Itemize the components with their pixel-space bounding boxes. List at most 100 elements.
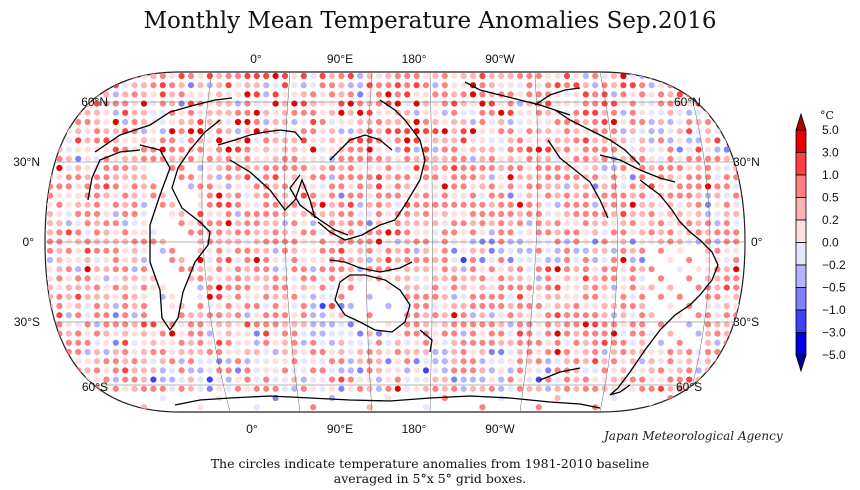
anomaly-dot xyxy=(441,330,448,337)
anomaly-dot xyxy=(573,128,580,135)
anomaly-dot xyxy=(573,183,580,190)
anomaly-dot xyxy=(451,128,458,135)
anomaly-dot xyxy=(422,137,430,144)
anomaly-dot xyxy=(150,229,157,236)
anomaly-dot xyxy=(244,330,251,337)
anomaly-dot xyxy=(310,312,317,319)
anomaly-dot xyxy=(648,137,655,144)
anomaly-dot xyxy=(413,201,420,208)
anomaly-dot xyxy=(404,164,411,172)
anomaly-dot xyxy=(300,321,307,328)
anomaly-dot xyxy=(432,312,439,319)
anomaly-dot xyxy=(639,256,646,264)
anomaly-dot xyxy=(65,210,72,218)
anomaly-dot xyxy=(206,247,213,254)
anomaly-dot xyxy=(112,284,119,291)
anomaly-dot xyxy=(84,183,91,190)
anomaly-dot xyxy=(526,137,533,144)
anomaly-dot xyxy=(422,256,430,264)
anomaly-dot xyxy=(394,155,401,162)
anomaly-dot xyxy=(328,137,336,144)
anomaly-dot xyxy=(620,238,627,245)
anomaly-dot xyxy=(554,339,561,346)
anomaly-dot xyxy=(225,229,232,236)
anomaly-dot xyxy=(328,266,336,273)
anomaly-dot xyxy=(310,109,317,116)
anomaly-dot xyxy=(526,183,533,190)
anomaly-dot xyxy=(347,330,354,337)
anomaly-dot xyxy=(676,220,683,227)
anomaly-dot xyxy=(319,321,326,328)
anomaly-dot xyxy=(357,174,364,181)
anomaly-dot xyxy=(338,146,345,153)
anomaly-dot xyxy=(65,247,72,254)
anomaly-dot xyxy=(272,339,279,346)
anomaly-dot xyxy=(291,82,298,89)
anomaly-dot xyxy=(131,339,138,346)
anomaly-dot xyxy=(103,118,110,126)
anomaly-dot xyxy=(300,247,307,254)
anomaly-dot xyxy=(169,137,176,144)
anomaly-dot xyxy=(582,330,589,337)
anomaly-dot xyxy=(300,256,307,264)
anomaly-dot xyxy=(413,284,420,291)
anomaly-dot xyxy=(197,91,204,98)
anomaly-dot xyxy=(178,91,185,98)
anomaly-dot xyxy=(413,275,420,282)
anomaly-dot xyxy=(385,339,392,346)
anomaly-dot xyxy=(488,330,495,337)
anomaly-dot xyxy=(225,302,232,310)
anomaly-dot xyxy=(526,174,533,181)
anomaly-dot xyxy=(159,284,166,291)
anomaly-dot xyxy=(535,339,542,346)
anomaly-dot xyxy=(178,72,185,80)
anomaly-dot xyxy=(291,109,298,116)
anomaly-dot xyxy=(488,164,495,172)
anomaly-dot xyxy=(310,72,317,80)
anomaly-dot xyxy=(225,256,232,264)
anomaly-dot xyxy=(573,82,580,89)
anomaly-dot xyxy=(375,118,383,126)
anomaly-dot xyxy=(422,118,430,126)
anomaly-dot xyxy=(225,192,232,199)
anomaly-dot xyxy=(272,118,279,126)
anomaly-dot xyxy=(516,183,524,190)
anomaly-dot xyxy=(84,266,91,273)
anomaly-dot xyxy=(479,164,486,172)
anomaly-dot xyxy=(526,82,533,89)
anomaly-dot xyxy=(507,302,514,310)
anomaly-dot xyxy=(667,192,674,199)
anomaly-dot xyxy=(460,146,467,153)
anomaly-dot xyxy=(686,229,693,236)
anomaly-dot xyxy=(451,155,458,162)
anomaly-dot xyxy=(291,229,298,236)
anomaly-dot xyxy=(526,256,533,264)
anomaly-dot xyxy=(629,118,636,126)
anomaly-dot xyxy=(169,247,176,254)
anomaly-dot xyxy=(216,247,223,254)
anomaly-dot xyxy=(263,192,270,199)
anomaly-dot xyxy=(216,312,223,319)
footnote-line-1: The circles indicate temperature anomali… xyxy=(210,456,650,471)
anomaly-dot xyxy=(714,275,721,282)
anomaly-dot xyxy=(413,210,420,218)
anomaly-dot xyxy=(676,201,683,208)
anomaly-dot xyxy=(394,256,401,264)
anomaly-dot xyxy=(451,201,458,208)
anomaly-dot xyxy=(582,220,589,227)
anomaly-dot xyxy=(65,220,72,227)
anomaly-dot xyxy=(46,210,54,218)
anomaly-dot xyxy=(122,201,129,208)
anomaly-dot xyxy=(469,118,477,126)
anomaly-dot xyxy=(75,137,82,144)
anomaly-dot xyxy=(469,109,477,116)
anomaly-dot xyxy=(479,266,486,273)
anomaly-dot xyxy=(648,312,655,319)
anomaly-dot xyxy=(263,247,270,254)
anomaly-dot xyxy=(281,266,289,273)
anomaly-dot xyxy=(526,210,533,218)
anomaly-dot xyxy=(451,266,458,273)
anomaly-dot xyxy=(629,247,636,254)
anomaly-dot xyxy=(639,183,646,190)
anomaly-dot xyxy=(328,192,336,199)
